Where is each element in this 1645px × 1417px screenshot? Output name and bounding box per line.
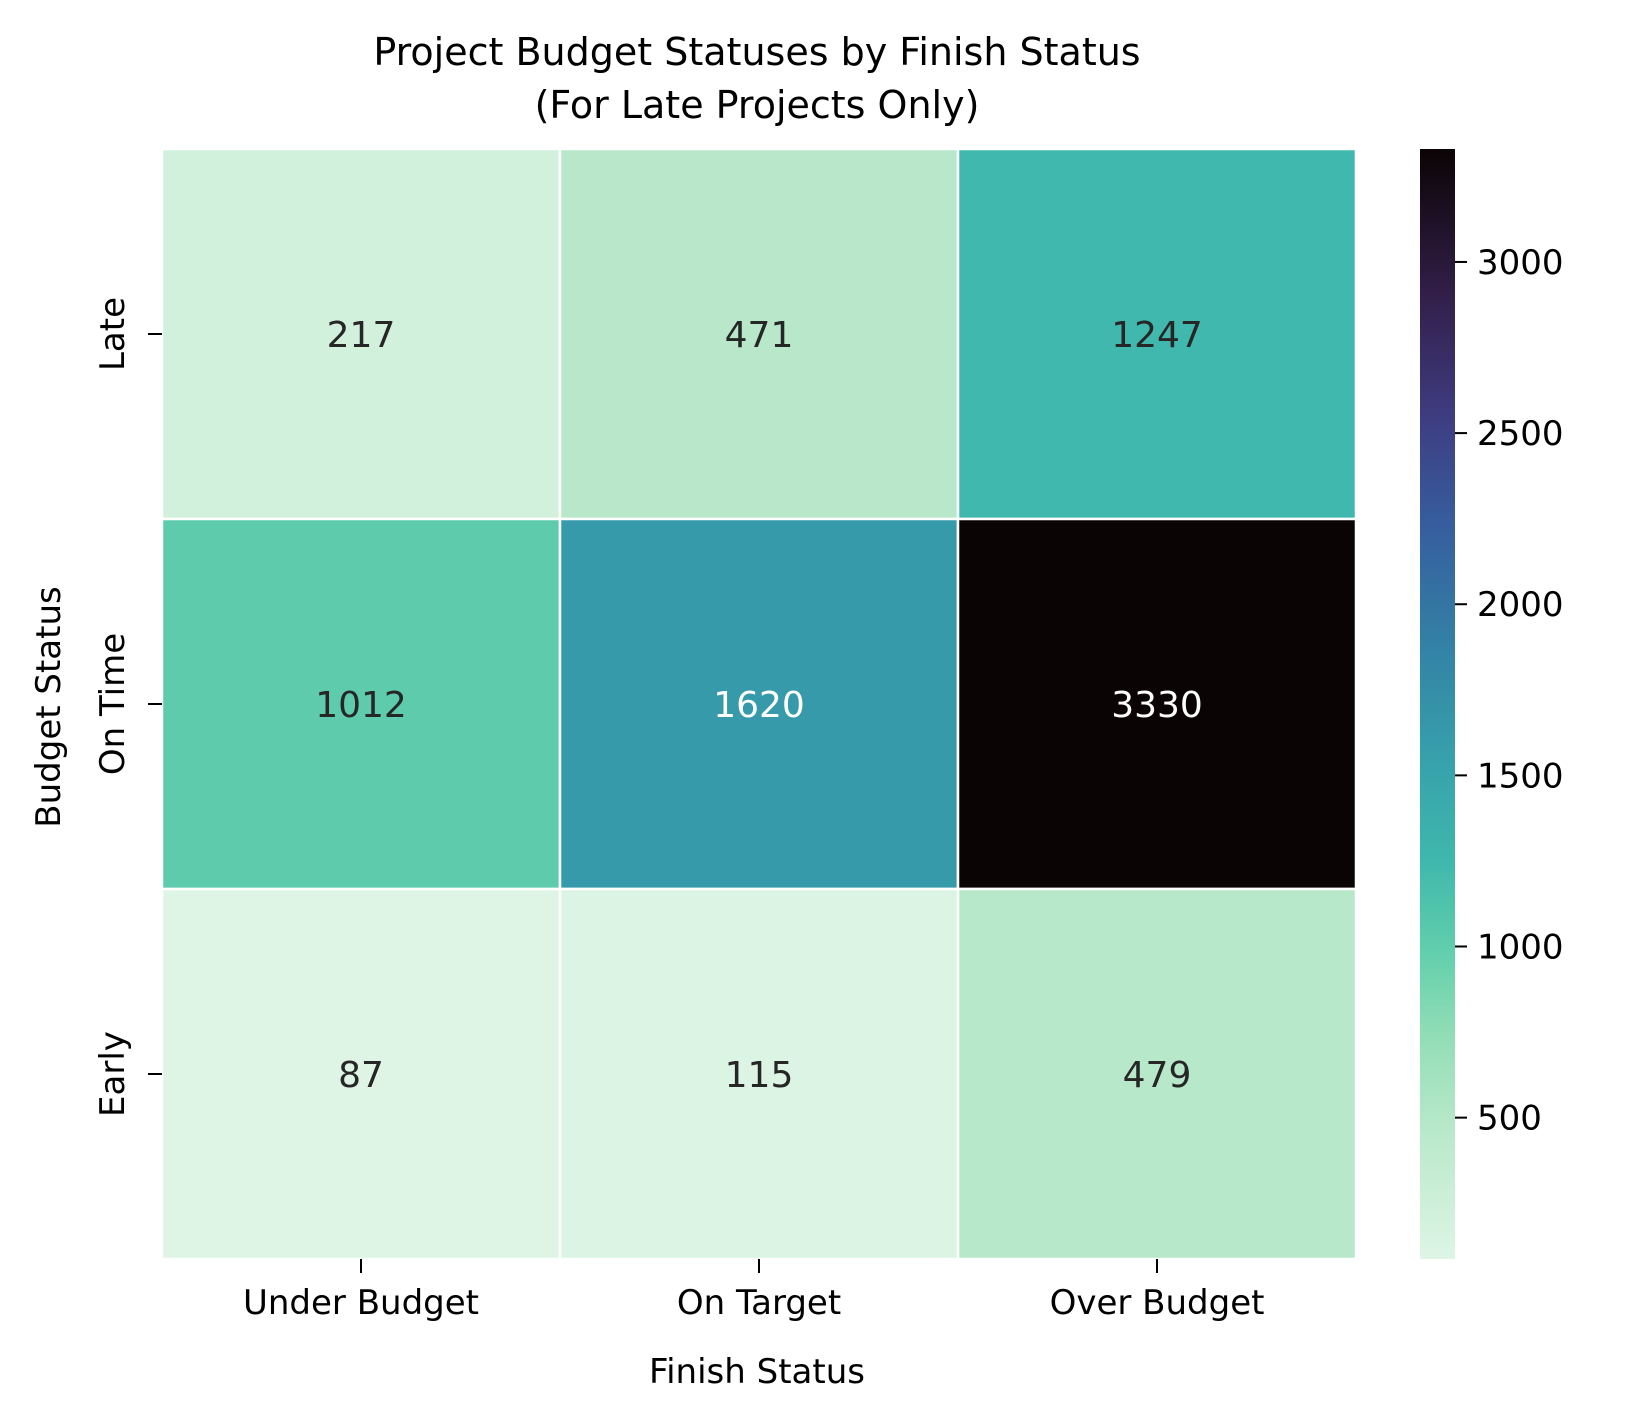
- heatmap-cell: [558, 887, 960, 1261]
- colorbar-ticks: 500 1000 1500 2000 2500 3000: [1455, 243, 1564, 1139]
- cell-value-label: 115: [725, 1055, 794, 1096]
- colorbar-tick-label: 500: [1477, 1099, 1542, 1139]
- heatmap-cell: [160, 887, 562, 1261]
- y-axis-label: Budget Status: [29, 586, 69, 827]
- cell-value-label: 1247: [1111, 315, 1203, 356]
- colorbar: [1420, 149, 1455, 1259]
- cell-value-label: 471: [725, 315, 794, 356]
- heatmap-cell: [956, 517, 1358, 891]
- y-tick-label: On Time: [93, 633, 133, 775]
- chart-title-line-2: (For Late Projects Only): [535, 83, 980, 127]
- y-tick-label: Early: [93, 1031, 133, 1117]
- cell-value-label: 1012: [315, 685, 407, 726]
- x-tick-label: Over Budget: [1050, 1283, 1265, 1323]
- x-axis: Under Budget On Target Over Budget: [243, 1259, 1264, 1323]
- colorbar-tick-label: 1000: [1477, 928, 1564, 968]
- cell-value-label: 217: [327, 315, 396, 356]
- colorbar-tick-label: 2500: [1477, 414, 1564, 454]
- colorbar-tick-label: 3000: [1477, 243, 1564, 283]
- colorbar-tick-label: 2000: [1477, 585, 1564, 625]
- chart-title-line-1: Project Budget Statuses by Finish Status: [373, 30, 1140, 74]
- colorbar-tick-label: 1500: [1477, 756, 1564, 796]
- heatmap-cell: [558, 147, 960, 521]
- cell-value-label: 1620: [713, 685, 805, 726]
- x-tick-label: Under Budget: [243, 1283, 479, 1323]
- x-axis-label: Finish Status: [649, 1352, 865, 1392]
- heatmap-cell: [160, 517, 562, 891]
- y-axis: Late On Time Early: [93, 297, 162, 1117]
- heatmap-cell: [160, 147, 562, 521]
- heatmap-cell: [558, 517, 960, 891]
- cell-value-label: 87: [338, 1055, 384, 1096]
- cell-value-label: 3330: [1111, 685, 1203, 726]
- cell-value-label: 479: [1123, 1055, 1192, 1096]
- heatmap-cell: [956, 147, 1358, 521]
- heatmap-cell-labels: 217 471 1247 1012 1620 3330 87 115 479: [315, 315, 1203, 1096]
- heatmap-cells: [160, 147, 1358, 1261]
- y-tick-label: Late: [93, 297, 133, 371]
- x-tick-label: On Target: [677, 1283, 841, 1323]
